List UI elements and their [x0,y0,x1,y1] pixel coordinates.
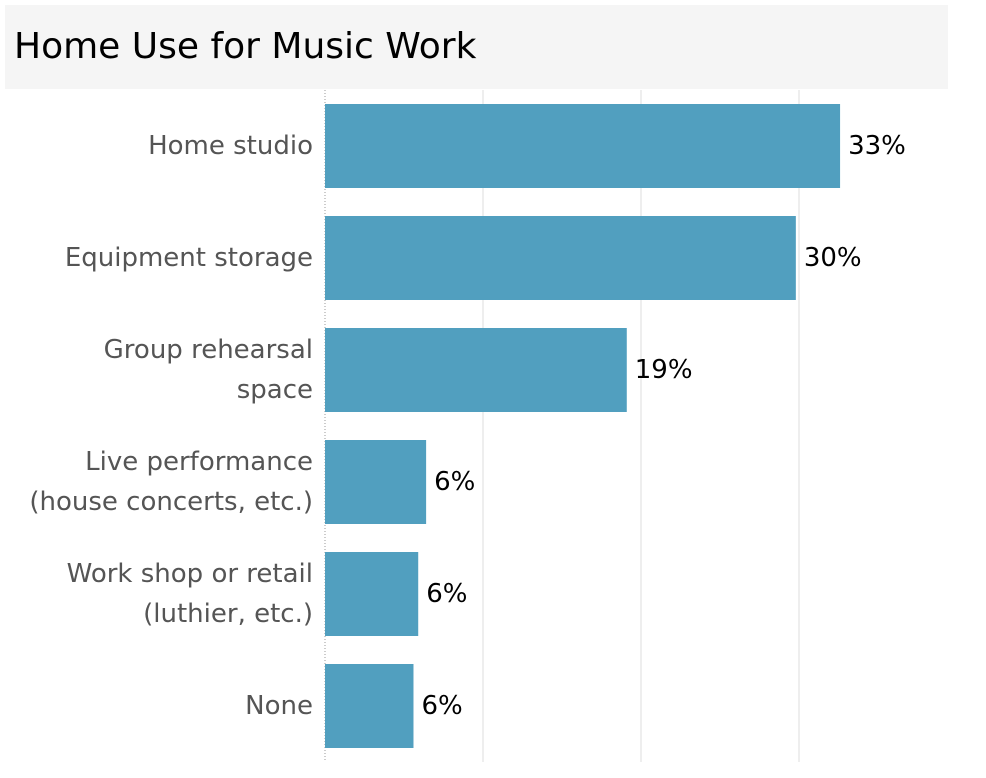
bar-0 [325,104,841,188]
category-label-line: Live performance [85,447,313,477]
category-label-line: Work shop or retail [67,559,313,589]
category-label-0: Home studio [148,131,313,161]
category-label-3: Live performance (house concerts, etc.) [29,447,313,517]
category-label-2: Group rehearsal space [104,335,313,405]
category-label-line: None [245,691,313,721]
chart-title-bar: Home Use for Music Work [5,5,948,89]
category-label-line: Group rehearsal [104,335,313,365]
bar-3 [325,440,427,524]
category-label-4: Work shop or retail (luthier, etc.) [67,559,313,629]
bar-1 [325,216,796,300]
chart-title: Home Use for Music Work [14,26,477,67]
category-label-line: Home studio [148,131,313,161]
category-label-line: (house concerts, etc.) [29,487,313,517]
category-label-line: space [237,375,313,405]
category-label-line: (luthier, etc.) [143,599,313,629]
data-label-5: 6% [421,691,462,721]
bar-5 [325,664,414,748]
data-label-0: 33% [848,131,906,161]
bar-2 [325,328,627,412]
category-label-1: Equipment storage [65,243,313,273]
data-label-1: 30% [804,243,862,273]
category-label-line: Equipment storage [65,243,313,273]
category-label-5: None [245,691,313,721]
data-label-4: 6% [426,579,467,609]
data-label-2: 19% [635,355,693,385]
data-label-3: 6% [434,467,475,497]
bar-4 [325,552,419,636]
